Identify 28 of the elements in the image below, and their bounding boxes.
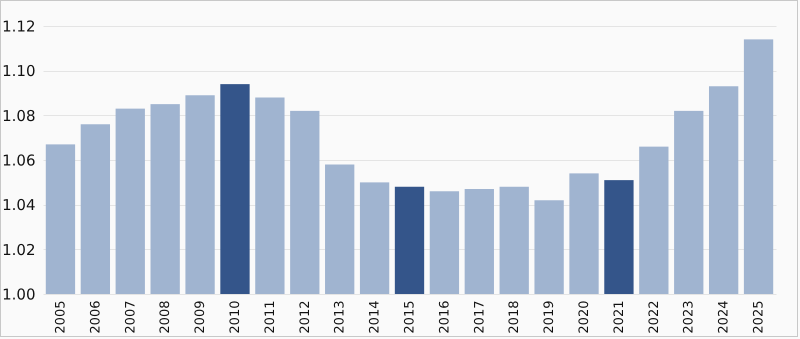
x-tick-label: 2012 — [298, 300, 313, 334]
x-tick-label: 2009 — [193, 300, 208, 334]
x-tick-label: 2020 — [577, 300, 592, 334]
y-tick-label: 1.06 — [2, 152, 36, 170]
x-tick-label: 2013 — [332, 300, 348, 334]
x-tick-label: 2011 — [262, 300, 278, 334]
x-tick-label: 2024 — [716, 300, 732, 334]
x-tick-label: 2006 — [88, 300, 104, 334]
x-tick-label: 2014 — [368, 300, 383, 334]
y-tick-label: 1.12 — [2, 18, 36, 36]
y-tick-label: 1.08 — [2, 106, 36, 125]
x-tick-label: 2008 — [158, 300, 174, 334]
x-tick-label: 2005 — [53, 300, 68, 334]
y-tick-label: 1.04 — [2, 196, 36, 214]
x-tick-label: 2015 — [402, 300, 418, 334]
x-tick-label: 2018 — [507, 300, 522, 334]
x-tick-label: 2023 — [682, 300, 697, 334]
x-tick-label: 2010 — [228, 300, 243, 334]
y-tick-label: 1.10 — [2, 62, 36, 80]
x-tick-label: 2022 — [646, 300, 662, 334]
x-tick-label: 2019 — [542, 300, 558, 334]
x-tick-label: 2021 — [612, 300, 627, 334]
y-tick-label: 1.02 — [2, 240, 36, 259]
x-tick-label: 2017 — [472, 300, 488, 334]
x-tick-label: 2016 — [437, 300, 452, 334]
y-tick-label: 1.00 — [2, 286, 36, 304]
x-tick-label: 2007 — [123, 300, 138, 334]
x-tick-label: 2025 — [752, 300, 767, 334]
